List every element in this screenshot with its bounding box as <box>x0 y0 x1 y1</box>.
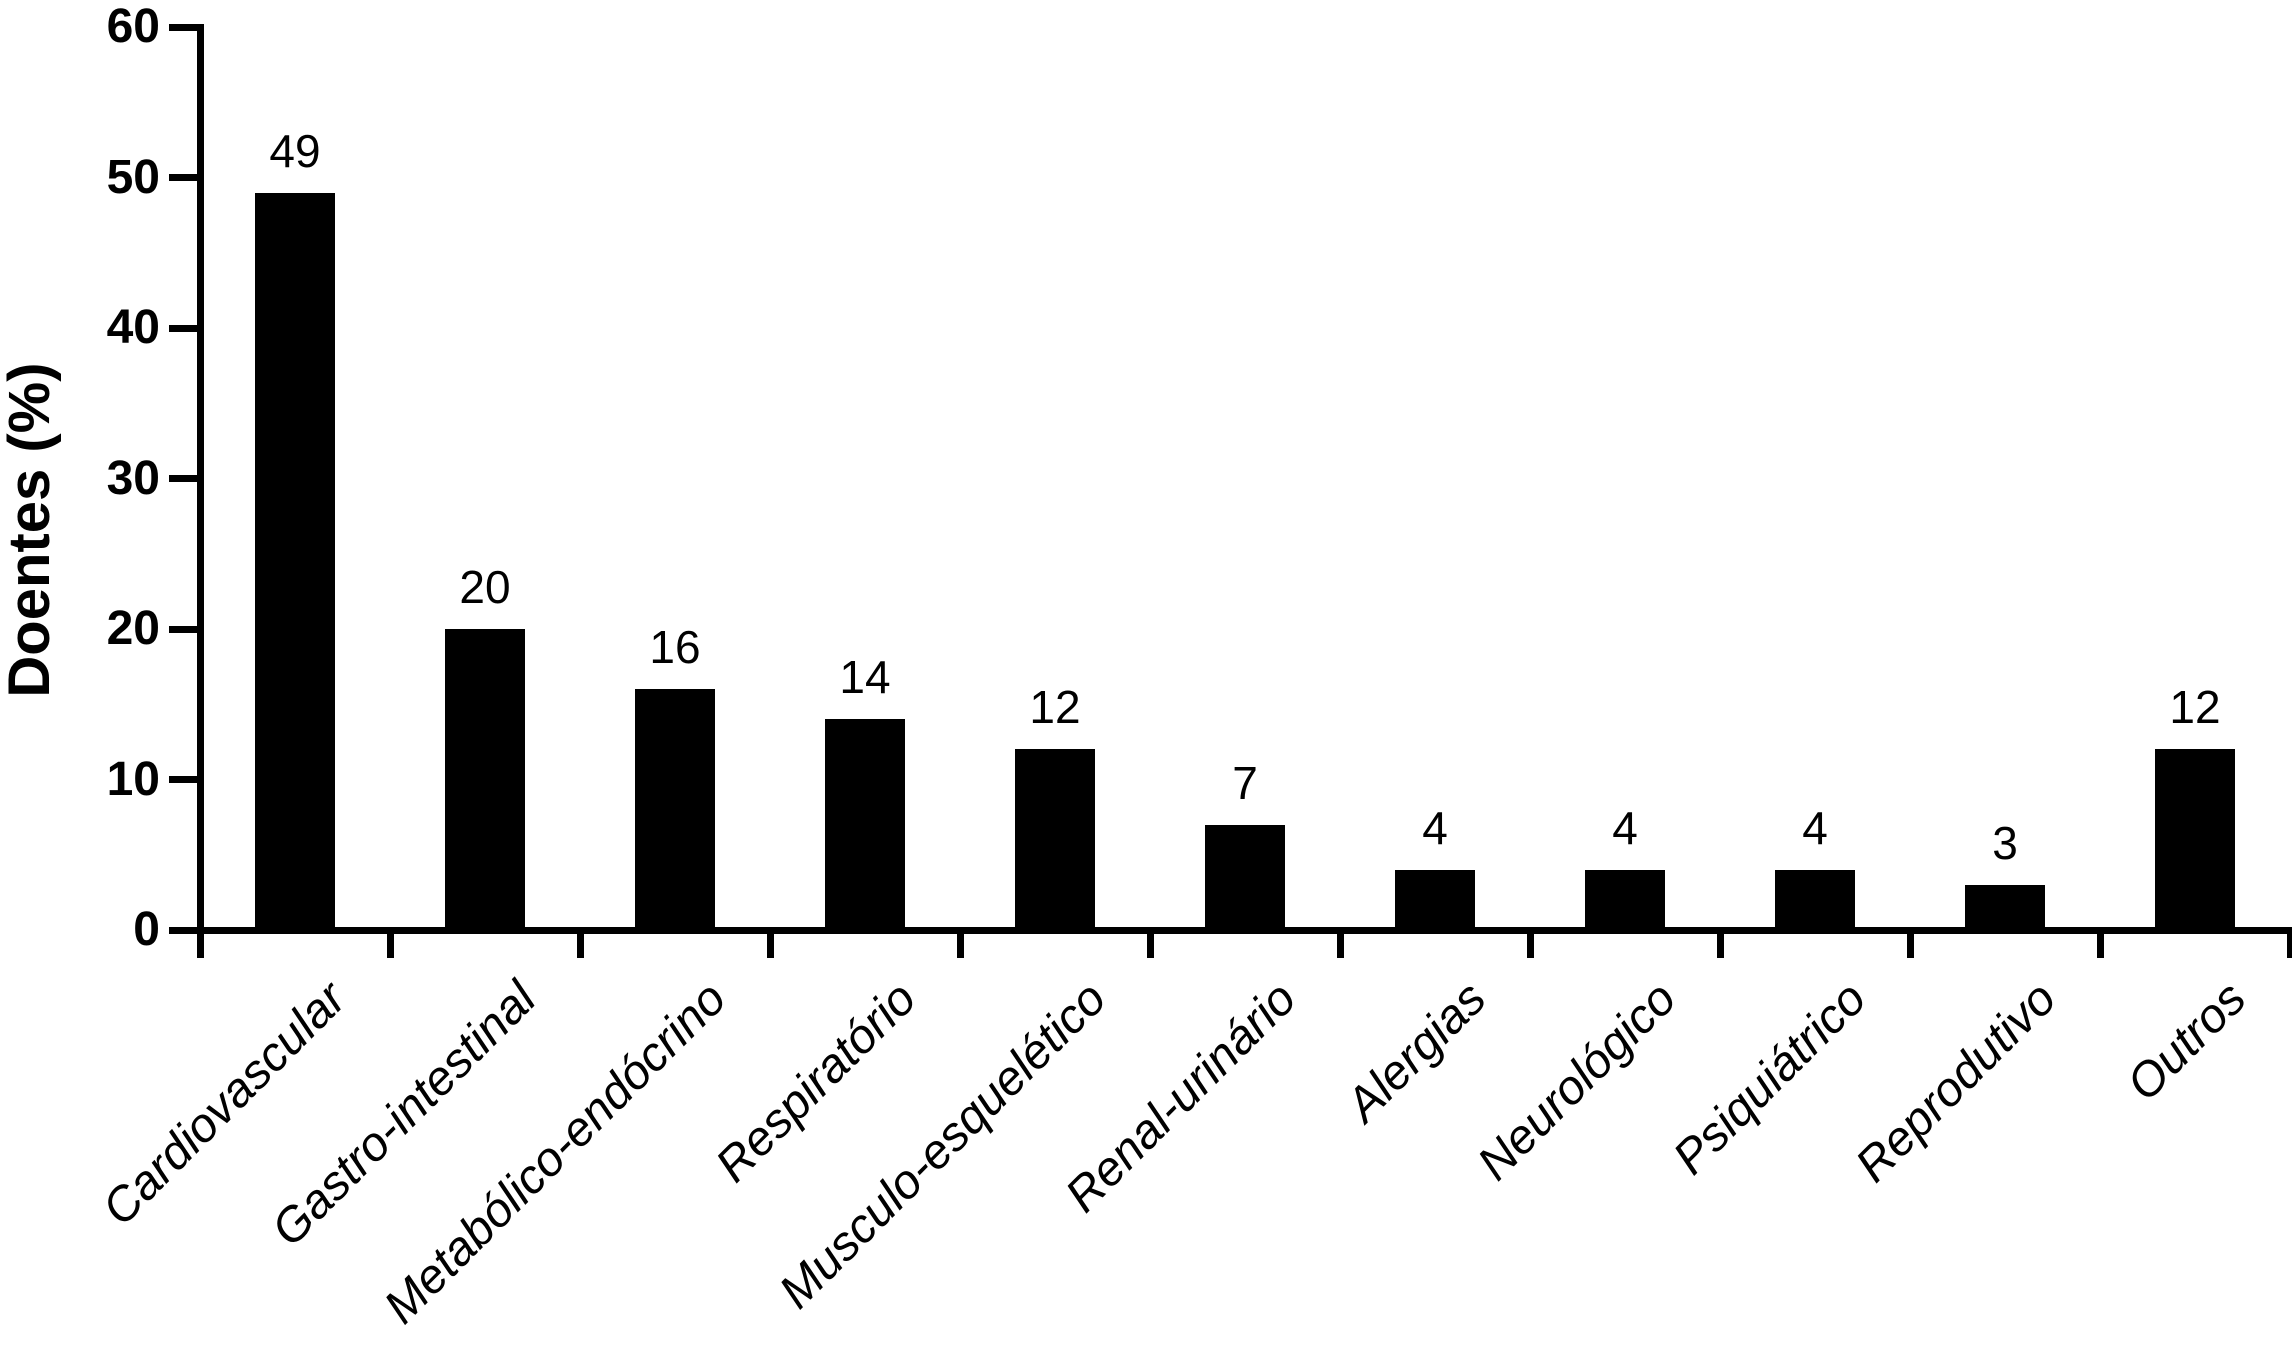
bar <box>1775 869 1855 930</box>
bar <box>255 192 335 930</box>
x-axis-line <box>196 926 2292 934</box>
y-tick-label: 40 <box>106 301 160 354</box>
bar-value-label: 7 <box>1232 756 1258 809</box>
bar-value-label: 12 <box>2169 681 2221 734</box>
y-tick <box>168 174 197 181</box>
bar-value-label: 4 <box>1422 801 1448 854</box>
x-tick <box>576 926 584 958</box>
bar <box>1965 884 2045 930</box>
bar-value-label: 20 <box>459 561 511 613</box>
bar <box>1205 824 1285 930</box>
bar <box>445 629 525 930</box>
x-tick-label: Cardiovascular <box>92 971 357 1236</box>
bar-value-label: 12 <box>1029 681 1081 734</box>
x-tick <box>1716 926 1724 958</box>
y-tick <box>168 926 197 934</box>
x-tick <box>956 926 964 958</box>
bar <box>2155 749 2235 930</box>
y-tick <box>168 324 197 332</box>
x-tick <box>766 926 774 958</box>
y-tick <box>168 625 197 633</box>
x-tick <box>1906 926 1914 958</box>
x-tick <box>2286 926 2292 958</box>
bar <box>825 719 905 930</box>
y-tick-label: 0 <box>133 903 160 956</box>
x-tick <box>1526 926 1534 958</box>
bar-value-label: 4 <box>1802 801 1828 854</box>
y-tick <box>168 776 197 783</box>
bar <box>1015 749 1095 930</box>
bar-value-label: 49 <box>269 124 321 177</box>
bar <box>635 689 715 930</box>
y-tick-label: 60 <box>106 0 160 53</box>
bar <box>1395 869 1475 930</box>
y-tick-label: 10 <box>106 752 160 806</box>
x-tick <box>386 926 394 958</box>
x-tick <box>1336 926 1344 958</box>
bar-value-label: 16 <box>649 621 701 674</box>
y-tick-label: 20 <box>106 602 160 655</box>
bar-value-label: 3 <box>1992 816 2018 869</box>
y-tick <box>168 23 197 31</box>
y-tick-label: 50 <box>106 150 160 204</box>
y-tick-label: 30 <box>106 451 160 505</box>
bar-value-label: 4 <box>1612 801 1638 854</box>
bar <box>1585 869 1665 930</box>
x-tick <box>1146 926 1154 958</box>
bar-value-label: 14 <box>839 651 891 704</box>
y-axis-line <box>196 24 204 934</box>
x-tick <box>2096 926 2104 958</box>
y-tick <box>168 475 197 482</box>
x-tick <box>196 926 204 958</box>
